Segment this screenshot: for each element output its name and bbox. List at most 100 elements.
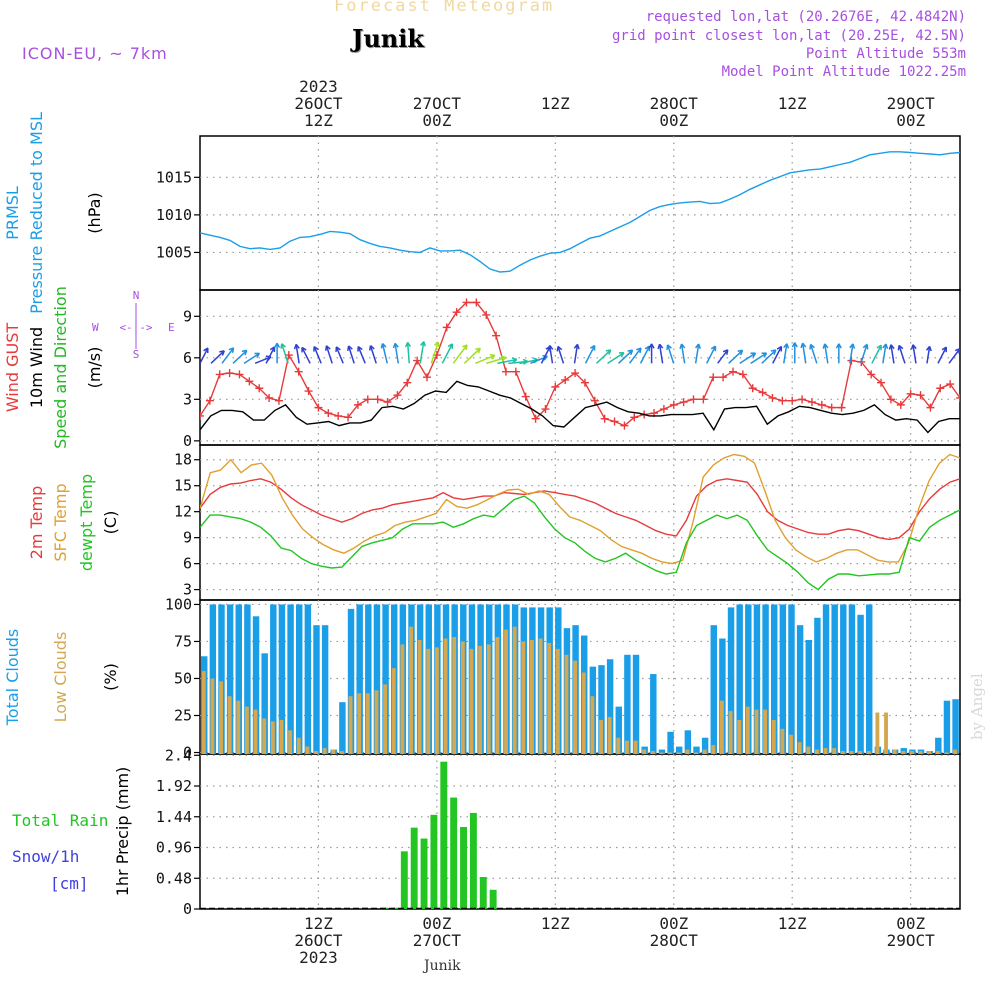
y-tick-label: 1005: [156, 243, 192, 261]
wind-direction-arrow: [394, 343, 400, 364]
bottom-time-label: 00Z: [896, 914, 925, 933]
low-cloud-bar: [581, 672, 586, 754]
gust-marker: [452, 308, 461, 317]
wind-arrow-head: [447, 343, 454, 349]
wind-arrow-head: [324, 345, 331, 351]
wind-direction-arrow: [728, 349, 744, 364]
wind-arrow-head: [489, 353, 496, 360]
gust-marker: [363, 395, 372, 404]
wind-arrow-head: [368, 345, 375, 351]
wind-arrow-head: [475, 347, 481, 354]
low-cloud-bar: [210, 678, 215, 754]
snow-legend-label: Snow/1h: [12, 847, 79, 866]
total-cloud-bar: [304, 604, 312, 754]
gust-marker: [344, 413, 353, 422]
y-tick-label: 9: [183, 307, 192, 325]
chart-title: Forecast Meteogram: [334, 0, 555, 16]
low-cloud-bar: [616, 737, 621, 754]
wind-direction-arrow: [761, 349, 777, 364]
low-cloud-bar: [452, 637, 457, 754]
gust-marker: [699, 395, 708, 404]
gust-marker: [719, 373, 728, 382]
wind-direction-arrow: [573, 344, 579, 364]
gust-marker: [827, 403, 836, 412]
total-cloud-bar: [831, 604, 838, 754]
low-cloud-bar: [849, 751, 854, 754]
bottom-time-label: 29OCT: [887, 931, 936, 950]
wind-direction-arrow: [658, 344, 664, 364]
y-axis-label: Speed and Direction: [51, 286, 70, 449]
wind-direction-arrow: [548, 345, 554, 364]
wind-arrow-head: [694, 343, 701, 350]
low-cloud-bar: [417, 639, 422, 754]
precip-bar: [469, 812, 477, 909]
wind-direction-arrow: [694, 343, 700, 364]
gust-marker: [531, 414, 540, 423]
gust-marker: [768, 393, 777, 402]
model-altitude: Model Point Altitude 1022.25m: [721, 64, 966, 80]
gust-marker: [926, 403, 935, 412]
low-cloud-bar: [599, 719, 603, 754]
wind-arrow-head: [910, 344, 917, 350]
gust-marker: [738, 370, 747, 379]
y-tick-label: 15: [174, 477, 192, 495]
series-group-wind: [200, 298, 960, 434]
y-tick-label: 0: [183, 432, 192, 450]
series-line: [200, 301, 960, 427]
wind-arrow-head: [589, 344, 596, 351]
bottom-time-label: 00Z: [422, 914, 451, 933]
wind-arrow-head: [809, 343, 815, 350]
low-cloud-bar: [737, 719, 742, 754]
total-cloud-bar: [287, 604, 294, 754]
precip-bar: [489, 889, 497, 909]
total-cloud-bar: [598, 665, 605, 754]
wind-direction-arrow: [717, 349, 729, 364]
low-cloud-bar: [884, 712, 888, 754]
low-cloud-bar: [814, 749, 819, 754]
wind-arrow-head: [710, 345, 717, 352]
gust-marker: [896, 400, 905, 409]
wind-direction-arrow: [584, 345, 596, 364]
y-tick-label: 25: [174, 707, 192, 725]
wind-arrow-head: [791, 342, 798, 348]
wind-arrow-head: [254, 352, 261, 359]
top-time-label: 00Z: [422, 111, 451, 130]
gust-marker: [630, 413, 639, 422]
series-line: [200, 380, 960, 434]
total-cloud-bar: [373, 604, 381, 754]
low-cloud-bar: [555, 648, 560, 754]
wind-direction-arrow: [406, 342, 411, 364]
low-cloud-bar: [944, 752, 949, 754]
low-cloud-bar: [339, 751, 344, 754]
wind-direction-arrow: [912, 344, 917, 364]
y-tick-label: 12: [174, 503, 192, 521]
wind-arrow-head: [404, 341, 412, 348]
wind-direction-arrow: [281, 343, 289, 364]
wind-arrow-head: [573, 343, 580, 350]
gust-marker: [956, 393, 960, 402]
point-altitude: Point Altitude 553m: [805, 46, 966, 62]
wind-arrow-head: [313, 345, 319, 352]
compass-n: N: [133, 289, 140, 302]
wind-arrow-head: [203, 347, 209, 354]
wind-arrow-head: [500, 355, 507, 362]
wind-direction-arrow: [860, 344, 868, 364]
low-cloud-bar: [832, 748, 837, 754]
precip-bar: [410, 827, 418, 909]
low-cloud-bar: [866, 751, 871, 754]
low-cloud-bar: [728, 711, 733, 754]
total-cloud-bar: [667, 731, 674, 754]
y-tick-label: 50: [174, 669, 192, 687]
series-line: [200, 151, 960, 273]
total-cloud-bar: [235, 604, 242, 754]
total-cloud-bar: [261, 653, 268, 754]
low-cloud-bar: [434, 647, 439, 754]
wind-direction-arrow: [666, 344, 675, 364]
low-cloud-bar: [305, 746, 310, 754]
gust-marker: [482, 310, 491, 319]
total-cloud-bar: [805, 639, 812, 754]
total-cloud-bar: [365, 604, 372, 754]
snow-unit-label: [cm]: [50, 874, 89, 893]
wind-direction-arrow: [890, 344, 895, 364]
wind-arrow-head: [301, 346, 307, 353]
